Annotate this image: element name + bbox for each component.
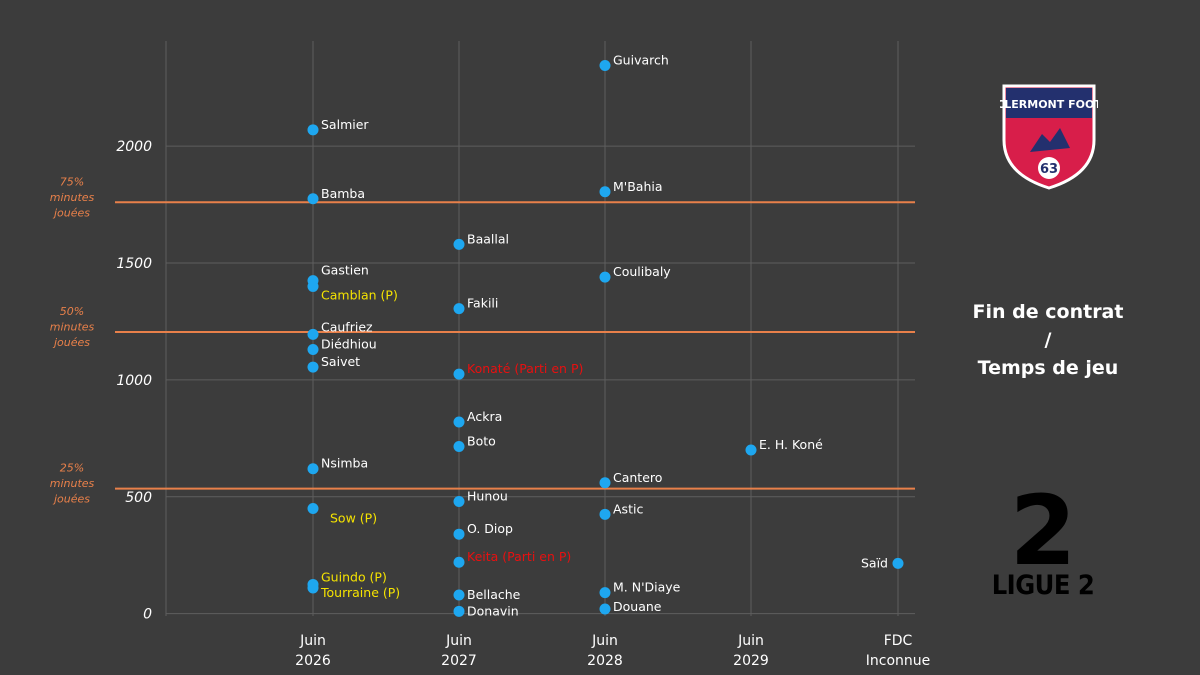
data-point [453,495,465,507]
data-point [599,186,611,198]
data-point [599,508,611,520]
point-label: Gastien [321,263,369,278]
threshold-label: 75% [60,175,84,188]
ligue2-logo: 2 LIGUE 2 [988,484,1098,604]
point-label: Salmier [321,117,369,132]
data-point [599,477,611,489]
point-label: Coulibaly [613,264,671,279]
point-label: Nsimba [321,456,368,471]
data-point [453,416,465,428]
x-tick-label: 2026 [295,653,331,669]
threshold-label: 50% [60,305,84,318]
x-tick-label: 2029 [733,653,769,669]
point-label: Sow (P) [330,510,377,525]
data-point [453,605,465,617]
data-point [453,238,465,250]
point-label: Douane [613,599,662,614]
threshold-label: minutes [50,191,95,204]
point-label: Boto [467,434,496,449]
point-label: Hunou [467,488,508,503]
data-point [453,441,465,453]
data-point [599,60,611,72]
threshold-label: jouées [52,336,90,349]
point-label: M. N'Diaye [613,580,681,595]
data-point [453,368,465,380]
data-point [599,603,611,615]
x-tick-label: 2027 [441,653,477,669]
data-point [307,582,319,594]
y-tick-label: 2000 [116,139,152,155]
threshold-label: jouées [52,206,90,219]
point-label: Baallal [467,231,509,246]
data-point [453,528,465,540]
x-tick-label: 2028 [587,653,623,669]
point-label: Caufriez [321,319,373,334]
data-point [453,589,465,601]
x-tick-label: Inconnue [866,653,930,669]
point-label: O. Diop [467,521,513,536]
point-label: Donavin [467,603,519,618]
clermont-logo-text: CLERMONT FOOT [1000,98,1098,111]
point-label: Guindo (P) [321,569,387,584]
threshold-label: 25% [60,462,84,475]
point-label: Saivet [321,354,360,369]
data-point [453,303,465,315]
data-point [307,193,319,205]
point-label: Cantero [613,470,662,485]
scatter-chart: 75% minutes jouées 50% minutes jouées 25% minut… [50,41,930,669]
data-point [307,280,319,292]
y-tick-label: 0 [143,607,152,623]
x-tick-label: Juin [591,633,618,649]
data-point [745,444,757,456]
data-point [307,361,319,373]
data-point [307,502,319,514]
x-tick-label: FDC [884,633,913,649]
y-tick-label: 500 [125,490,152,506]
point-label: E. H. Koné [759,437,823,452]
data-point [307,463,319,475]
x-tick-label: Juin [445,633,472,649]
x-tick-label: Juin [299,633,326,649]
y-tick-label: 1000 [116,373,152,389]
threshold-label: minutes [50,321,95,334]
clermont-foot-logo: CLERMONT FOOT 63 [996,82,1102,196]
side-title-line1: Fin de contrat [972,301,1124,323]
y-tick-label: 1500 [116,256,152,272]
ligue2-logo-text: LIGUE 2 [991,570,1095,601]
point-label: Bamba [321,186,365,201]
threshold-label: minutes [50,477,95,490]
point-label: Ackra [467,409,502,424]
side-title: Fin de contrat / Temps de jeu [948,298,1148,382]
data-point [307,328,319,340]
point-label: Diédhiou [321,337,377,352]
threshold-label: jouées [52,493,90,506]
data-point [307,344,319,356]
point-label: Saïd [861,555,888,570]
data-point [453,556,465,568]
data-point [307,124,319,136]
ligue2-logo-number: 2 [1010,484,1077,570]
data-point [599,587,611,599]
data-point [599,271,611,283]
point-label: Astic [613,501,643,516]
point-label: Keita (Parti en P) [467,549,571,564]
clermont-logo-number: 63 [1040,162,1058,177]
point-label: Konaté (Parti en P) [467,361,583,376]
data-point [892,557,904,569]
point-label: M'Bahia [613,179,663,194]
point-label: Tourraine (P) [320,585,400,600]
side-title-line2: / [1044,329,1052,351]
point-label: Bellache [467,587,521,602]
point-label: Camblan (P) [321,287,398,302]
side-title-line3: Temps de jeu [977,357,1119,379]
point-label: Guivarch [613,53,669,68]
x-tick-label: Juin [737,633,764,649]
point-label: Fakili [467,296,498,311]
